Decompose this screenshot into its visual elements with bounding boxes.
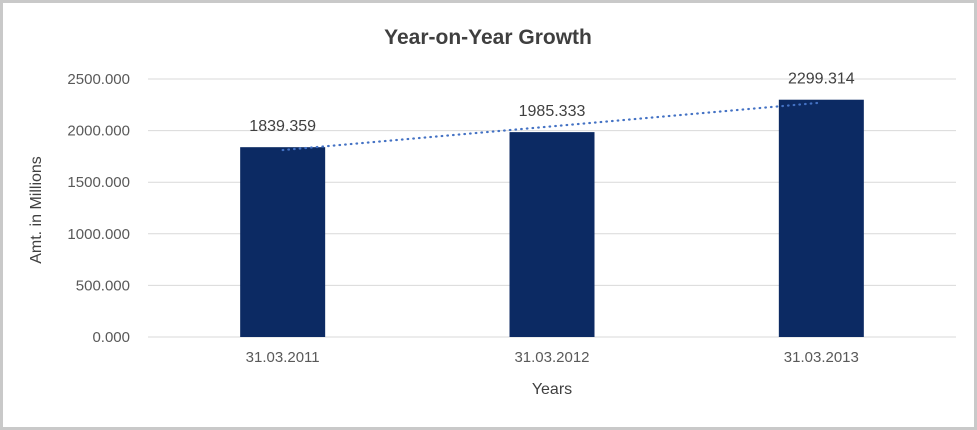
bar [240,147,326,337]
data-label: 1985.333 [519,103,586,120]
y-axis-title: Amt. in Millions [28,156,45,264]
y-tick-label: 1500.000 [67,174,130,191]
bar [509,132,595,337]
chart-title: Year-on-Year Growth [384,26,592,49]
data-label: 1839.359 [249,118,316,135]
x-category-label: 31.03.2012 [514,349,589,366]
x-category-label: 31.03.2013 [784,349,859,366]
x-axis-title: Years [532,381,572,398]
trendline-dotted-line [281,101,823,152]
x-category-label: 31.03.2011 [246,349,320,366]
y-tick-label: 1000.000 [67,226,130,243]
y-tick-label: 2500.000 [67,71,130,88]
data-label: 2299.314 [788,71,855,88]
trendline [281,101,823,152]
y-tick-label: 0.000 [92,329,130,346]
data-labels: 1839.359 1985.333 2299.314 [249,71,855,135]
x-axis-category-labels: 31.03.2011 31.03.2012 31.03.2013 [246,349,859,366]
bar [778,99,864,338]
y-tick-label: 500.000 [76,277,130,294]
y-tick-label: 2000.000 [67,123,130,140]
y-axis-tick-labels: 0.000 500.000 1000.000 1500.000 2000.000 2500… [67,71,130,346]
bar-series [240,99,864,338]
